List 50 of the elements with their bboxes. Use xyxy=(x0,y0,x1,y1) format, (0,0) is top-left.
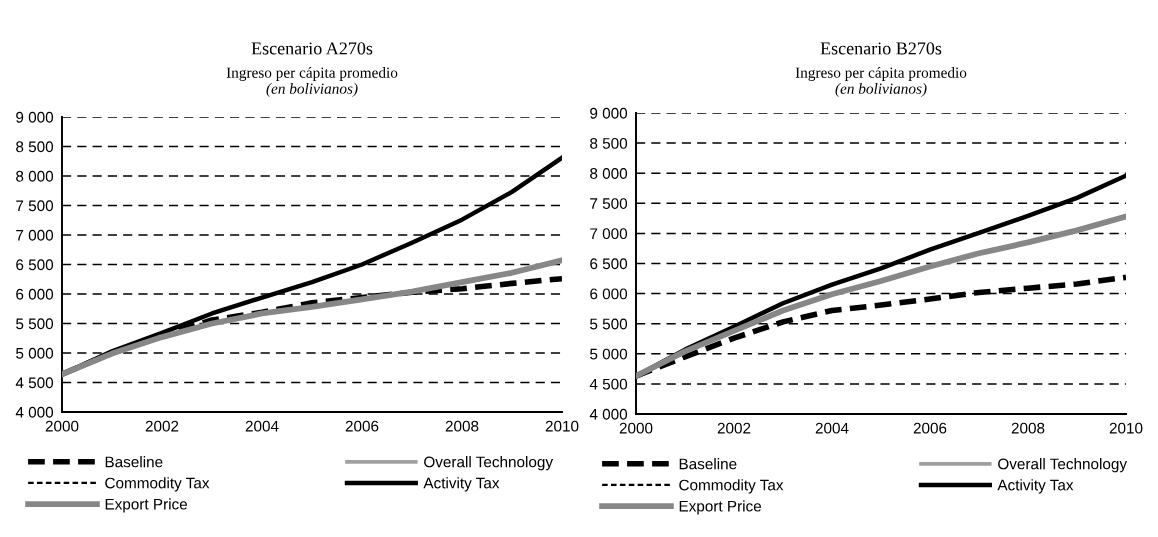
y-tick-label: 5 500 xyxy=(16,318,54,330)
y-tick-label: 9 000 xyxy=(590,107,628,119)
legend-label: Activity Tax xyxy=(997,479,1074,494)
y-tick-label: 7 500 xyxy=(590,198,628,209)
y-tick-label: 5 500 xyxy=(590,318,628,330)
x-tick-label: 2010 xyxy=(1109,422,1143,434)
y-tick-label: 7 000 xyxy=(16,229,54,241)
y-tick-label: 8 500 xyxy=(590,137,628,149)
legend-label: Commodity Tax xyxy=(679,479,784,494)
y-tick-label: 4 000 xyxy=(15,406,54,418)
chart-subtitle: Ingreso per cápita promedio xyxy=(795,67,967,81)
x-tick-label: 2006 xyxy=(913,422,947,434)
text: (en bolivianos) xyxy=(835,83,927,97)
legend-label: Export Price xyxy=(679,500,762,515)
x-tick-label: 2002 xyxy=(145,420,179,432)
y-tick-label: 6 500 xyxy=(16,259,54,271)
x-tick-label: 2002 xyxy=(717,422,751,434)
chart-subtitle: Ingreso per cápita promedio xyxy=(226,67,398,81)
y-tick-label: 4 000 xyxy=(589,408,628,420)
y-tick-label: 7 500 xyxy=(16,200,54,212)
y-tick-label: 6 000 xyxy=(590,288,628,300)
legend-label: Overall Technology xyxy=(424,456,554,471)
text: (en bolivianos) xyxy=(266,83,358,97)
legend-label: Baseline xyxy=(105,456,163,468)
x-tick-label: 2004 xyxy=(815,422,849,434)
x-tick-label: 2008 xyxy=(445,420,479,432)
y-tick-label: 6 000 xyxy=(16,288,54,300)
x-tick-label: 2000 xyxy=(45,420,79,432)
x-tick-label: 2008 xyxy=(1011,422,1045,434)
x-tick-label: 2004 xyxy=(245,420,279,432)
legend-label: Commodity Tax xyxy=(105,477,210,492)
y-tick-label: 9 000 xyxy=(16,111,54,123)
y-tick-label: 5 000 xyxy=(16,347,54,359)
y-tick-label: 5 000 xyxy=(590,348,628,360)
y-tick-label: 4 500 xyxy=(589,378,628,390)
legend-label: Baseline xyxy=(679,458,737,470)
y-tick-label: 8 000 xyxy=(590,168,628,179)
legend-label: Activity Tax xyxy=(423,477,500,492)
x-tick-label: 2006 xyxy=(345,420,379,432)
chart-title: Escenario A270s xyxy=(251,42,373,55)
y-tick-label: 7 000 xyxy=(590,228,628,240)
y-tick-label: 8 000 xyxy=(16,170,54,182)
chart-title: Escenario B270s xyxy=(820,42,942,55)
legend-label: Export Price xyxy=(105,498,188,513)
y-tick-label: 6 500 xyxy=(590,258,628,270)
y-tick-label: 4 500 xyxy=(15,377,54,389)
x-tick-label: 2000 xyxy=(619,422,653,434)
legend-label: Overall Technology xyxy=(998,458,1128,473)
x-tick-label: 2010 xyxy=(545,420,579,432)
y-tick-label: 8 500 xyxy=(16,141,54,153)
